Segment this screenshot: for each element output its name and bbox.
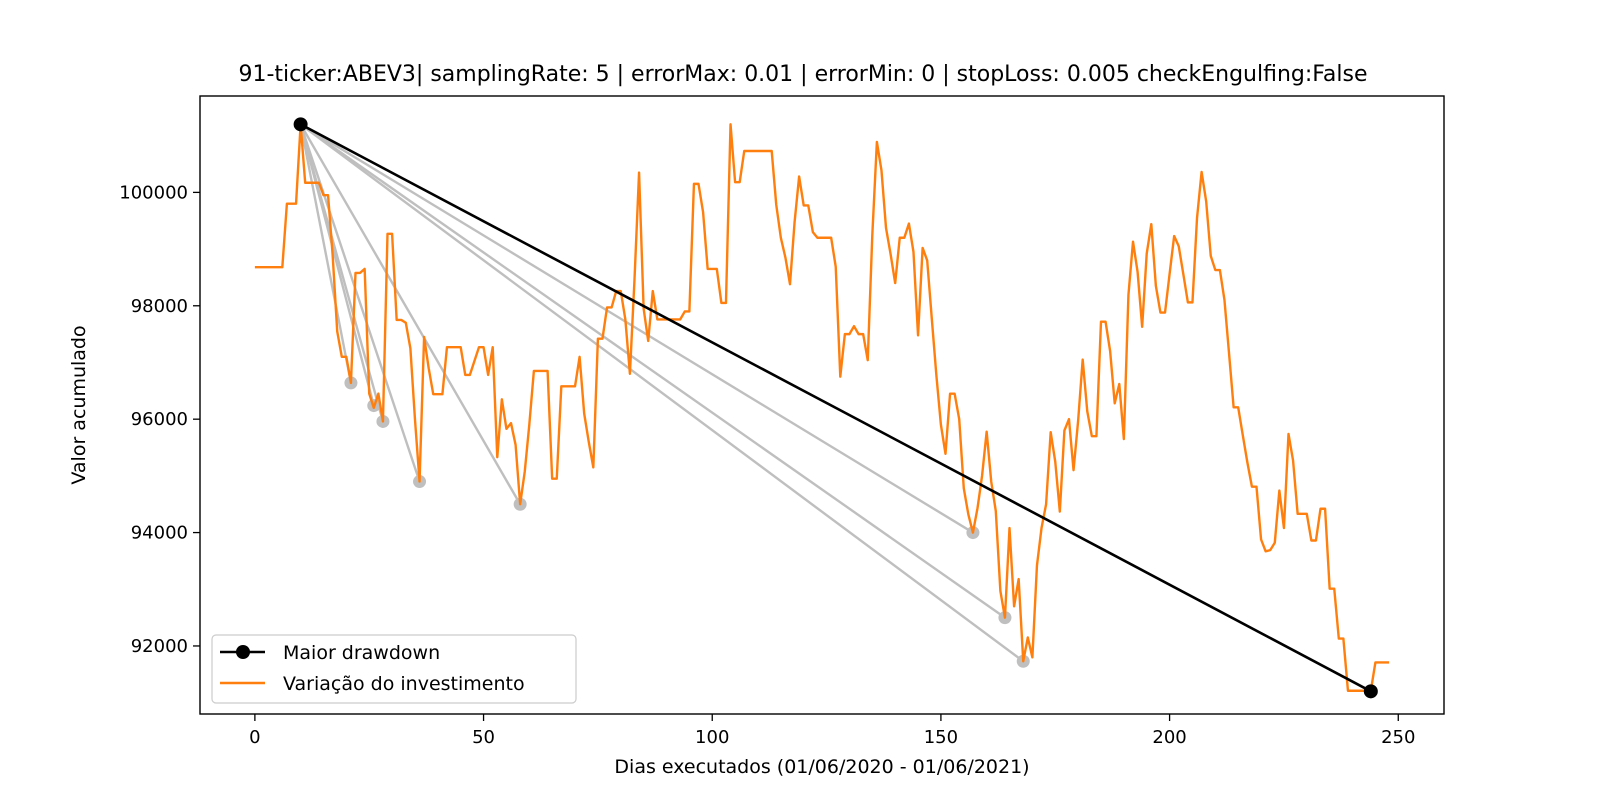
x-tick-label-50: 50	[472, 727, 495, 748]
x-tick-label-200: 200	[1152, 727, 1186, 748]
y-axis-label: Valor acumulado	[68, 325, 90, 484]
minor-drawdown-line-7	[299, 123, 1006, 619]
legend: Maior drawdown Variação do investimento	[211, 634, 577, 704]
investment-series-line	[254, 123, 1390, 692]
y-tick-label-96000: 96000	[131, 409, 188, 430]
legend-box	[211, 634, 577, 704]
legend-drawdown-marker	[236, 645, 250, 659]
y-tick-label-98000: 98000	[131, 296, 188, 317]
y-tick-label-100000: 100000	[119, 182, 188, 203]
minor-drawdown-line-6	[299, 123, 974, 534]
minor-drawdown-line-1	[299, 124, 353, 384]
y-tick-label-94000: 94000	[131, 523, 188, 544]
max-drawdown-trough-point	[1363, 684, 1378, 699]
x-axis-label: Dias executados (01/06/2020 - 01/06/2021…	[614, 756, 1029, 778]
chart-title: 91-ticker:ABEV3| samplingRate: 5 | error…	[239, 62, 1368, 87]
x-tick-label-100: 100	[695, 727, 729, 748]
minor-drawdown-line-8	[299, 123, 1024, 663]
x-tick-label-150: 150	[924, 727, 958, 748]
axes-frame	[199, 95, 1445, 715]
x-tick-label-0: 0	[249, 727, 260, 748]
max-drawdown-line	[300, 123, 1372, 693]
y-tick-label-92000: 92000	[131, 636, 188, 657]
legend-investment-label: Variação do investimento	[283, 673, 525, 695]
x-axis: 0 50 100 150 200 250	[249, 714, 1415, 748]
minor-drawdown-line-5	[299, 123, 522, 505]
y-axis: 92000 94000 96000 98000 100000	[119, 182, 200, 657]
plot-area	[254, 117, 1390, 699]
max-drawdown-peak-point	[293, 117, 308, 132]
legend-drawdown-label: Maior drawdown	[283, 642, 440, 664]
x-tick-label-250: 250	[1381, 727, 1415, 748]
